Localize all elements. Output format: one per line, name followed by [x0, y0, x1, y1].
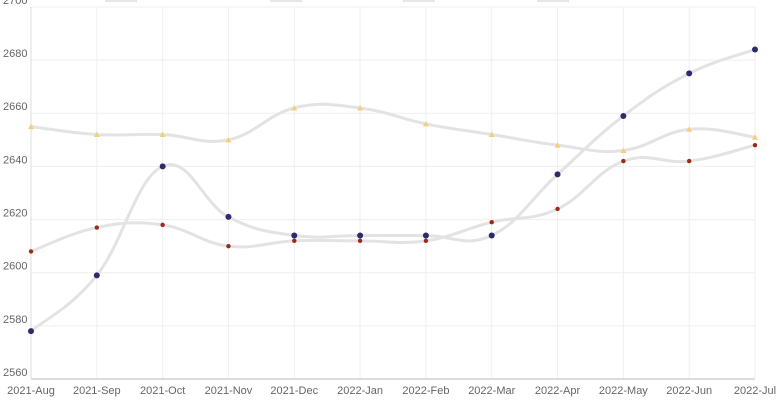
point-marker — [226, 243, 231, 249]
x-tick-label: 2021-Dec — [270, 385, 318, 397]
y-tick-label: 2560 — [3, 367, 27, 379]
series-line — [30, 48, 756, 333]
point-marker — [752, 142, 758, 148]
y-tick-label: 2640 — [3, 154, 27, 166]
point-marker — [357, 104, 364, 111]
point-marker — [94, 225, 100, 230]
point-marker — [422, 232, 429, 239]
y-tick-label: 2660 — [3, 101, 27, 113]
point-marker — [28, 249, 34, 254]
point-marker — [555, 206, 560, 212]
point-marker — [225, 213, 232, 220]
legend — [105, 0, 569, 2]
point-marker — [422, 120, 429, 127]
x-tick-label: 2021-Nov — [205, 385, 253, 397]
point-marker — [93, 131, 100, 138]
point-marker — [225, 136, 232, 143]
point-marker — [752, 134, 758, 140]
point-marker — [28, 328, 34, 335]
y-tick-label: 2580 — [3, 314, 27, 326]
point-marker — [686, 158, 692, 164]
point-marker — [620, 112, 627, 119]
y-tick-label: 2620 — [3, 207, 27, 219]
point-marker — [621, 158, 626, 164]
x-tick-label: 2021-Oct — [140, 385, 185, 397]
y-tick-label: 2600 — [3, 261, 27, 273]
point-marker — [554, 171, 561, 178]
y-tick-label: 2680 — [3, 48, 27, 60]
series-line — [30, 102, 756, 153]
x-tick-label: 2022-Jun — [666, 385, 712, 397]
point-marker — [291, 104, 298, 111]
y-tick-label: 2700 — [3, 0, 27, 7]
point-marker — [686, 70, 693, 77]
legend-swatch — [403, 0, 435, 2]
point-marker — [357, 238, 363, 244]
legend-swatch — [537, 0, 569, 2]
point-marker — [752, 46, 758, 53]
point-marker — [554, 142, 561, 148]
point-marker — [488, 131, 495, 138]
x-tick-label: 2021-Aug — [7, 385, 55, 397]
point-marker — [292, 238, 297, 244]
point-marker — [28, 123, 34, 130]
x-tick-label: 2022-May — [599, 385, 648, 397]
x-tick-label: 2022-Jul — [734, 385, 776, 397]
point-marker — [93, 272, 100, 279]
point-marker — [620, 147, 627, 153]
point-marker — [686, 126, 693, 132]
point-marker — [159, 163, 166, 170]
x-tick-label: 2022-Feb — [402, 385, 449, 397]
legend-swatch — [270, 0, 302, 2]
legend-swatch — [105, 0, 137, 2]
point-marker — [423, 238, 429, 244]
x-tick-label: 2021-Sep — [73, 385, 121, 397]
point-marker — [159, 131, 166, 138]
point-marker — [160, 222, 165, 228]
x-tick-label: 2022-Jan — [337, 385, 383, 397]
point-marker — [489, 220, 494, 225]
point-marker — [488, 232, 495, 239]
point-marker — [291, 232, 298, 239]
point-marker — [357, 232, 364, 239]
series-line — [30, 143, 756, 253]
x-tick-label: 2022-Apr — [535, 385, 581, 397]
x-tick-label: 2022-Mar — [468, 385, 515, 397]
